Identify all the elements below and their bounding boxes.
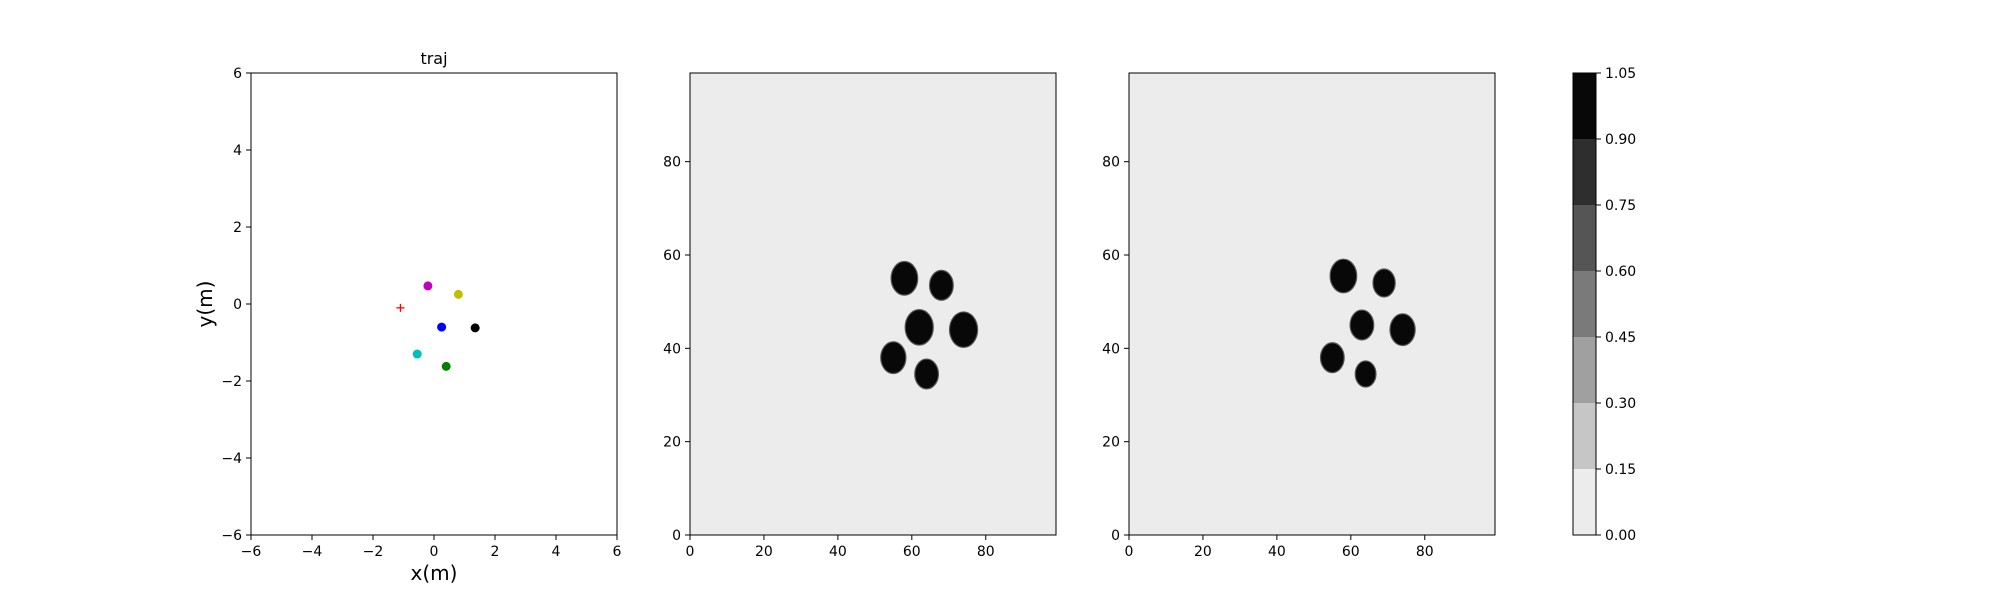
agent-point [441, 361, 451, 371]
x-tick-label: 4 [552, 544, 561, 560]
x-tick-label: 0 [686, 544, 695, 560]
x-tick-label: −2 [363, 544, 384, 560]
y-tick-label: −4 [221, 451, 242, 467]
colorbar-frame [1572, 72, 1597, 536]
heatmap-2-blobs [1319, 258, 1416, 388]
obstacle-blob [1349, 309, 1375, 341]
traj-x-axis-label: x(m) [411, 561, 458, 585]
colorbar-bands [1573, 73, 1596, 535]
x-tick-label: 80 [977, 544, 995, 560]
obstacle-blob [890, 260, 919, 296]
heatmap-1-background [690, 73, 1056, 535]
y-tick-label: 80 [1102, 155, 1120, 171]
colorbar-tick-label: 0.45 [1605, 330, 1636, 346]
x-tick-label: 20 [1194, 544, 1212, 560]
y-tick-label: 20 [1102, 435, 1120, 451]
x-tick-label: 60 [903, 544, 921, 560]
colorbar-tick-label: 0.00 [1605, 528, 1636, 544]
colorbar-band [1573, 403, 1596, 469]
heatmap-2-background [1129, 73, 1495, 535]
heatmap-1-blobs [880, 260, 979, 390]
traj-panel: traj −6 −4 −2 0 2 4 6 −6 −4 −2 0 2 4 6 x(m) y(m) [193, 49, 622, 585]
obstacle-blob [880, 341, 907, 375]
x-tick-label: 80 [1416, 544, 1434, 560]
traj-y-axis-label: y(m) [193, 281, 217, 328]
x-tick-label: 60 [1342, 544, 1360, 560]
y-tick-label: 4 [233, 143, 242, 159]
x-tick-label: 0 [1125, 544, 1134, 560]
heatmap-panel-1: 0 20 40 60 80 0 20 40 60 80 [663, 72, 1057, 560]
colorbar-ticks: 0.00 0.15 0.30 0.45 0.60 0.75 0.90 1.05 [1596, 66, 1636, 544]
agent-point [412, 349, 422, 359]
obstacle-blob [1372, 268, 1396, 298]
x-tick-label: 40 [829, 544, 847, 560]
obstacle-blob [1354, 360, 1377, 388]
heatmap-1-frame [689, 72, 1057, 536]
colorbar-tick-label: 0.75 [1605, 198, 1636, 214]
y-tick-label: 0 [672, 528, 681, 544]
heatmap-2-frame [1128, 72, 1496, 536]
heatmap-panel-2: 0 20 40 60 80 0 20 40 60 80 [1102, 72, 1496, 560]
colorbar-band [1573, 139, 1596, 205]
x-tick-label: 20 [755, 544, 773, 560]
y-tick-label: 80 [663, 155, 681, 171]
agent-point [453, 289, 463, 299]
agent-point [437, 322, 447, 332]
goal-marker [396, 303, 405, 312]
colorbar-band [1573, 469, 1596, 535]
y-tick-label: 2 [233, 220, 242, 236]
x-tick-label: −6 [241, 544, 262, 560]
x-tick-label: 40 [1268, 544, 1286, 560]
x-tick-label: −4 [302, 544, 323, 560]
y-tick-label: 60 [1102, 248, 1120, 264]
obstacle-blob [1389, 313, 1416, 347]
colorbar-band [1573, 73, 1596, 139]
y-tick-label: 0 [1111, 528, 1120, 544]
y-tick-label: 40 [663, 341, 681, 357]
colorbar-tick-label: 0.90 [1605, 132, 1636, 148]
y-tick-label: −2 [221, 374, 242, 390]
colorbar: 0.00 0.15 0.30 0.45 0.60 0.75 0.90 1.05 [1572, 66, 1636, 544]
colorbar-tick-label: 0.30 [1605, 396, 1636, 412]
obstacle-blob [948, 311, 979, 348]
x-tick-label: 2 [491, 544, 500, 560]
traj-title: traj [420, 49, 447, 68]
colorbar-tick-label: 0.60 [1605, 264, 1636, 280]
y-tick-label: 6 [233, 66, 242, 82]
traj-points [396, 281, 480, 371]
obstacle-blob [1319, 342, 1345, 374]
y-tick-label: −6 [221, 528, 242, 544]
y-tick-label: 60 [663, 248, 681, 264]
y-tick-label: 20 [663, 435, 681, 451]
y-tick-label: 40 [1102, 341, 1120, 357]
y-tick-label: 0 [233, 297, 242, 313]
agent-point [470, 323, 480, 333]
obstacle-blob [928, 269, 954, 301]
colorbar-band [1573, 271, 1596, 337]
obstacle-blob [914, 358, 940, 390]
x-tick-label: 0 [430, 544, 439, 560]
obstacle-blob [1329, 258, 1358, 294]
colorbar-band [1573, 205, 1596, 271]
agent-point [423, 281, 433, 291]
heatmap-2-ticks: 0 20 40 60 80 0 20 40 60 80 [1102, 155, 1433, 560]
obstacle-blob [904, 309, 934, 346]
x-tick-label: 6 [613, 544, 622, 560]
traj-ticks: −6 −4 −2 0 2 4 6 −6 −4 −2 0 2 4 6 [221, 66, 621, 560]
colorbar-tick-label: 1.05 [1605, 66, 1636, 82]
traj-plot-area [250, 72, 618, 536]
colorbar-tick-label: 0.15 [1605, 462, 1636, 478]
colorbar-band [1573, 337, 1596, 403]
heatmap-1-ticks: 0 20 40 60 80 0 20 40 60 80 [663, 155, 994, 560]
